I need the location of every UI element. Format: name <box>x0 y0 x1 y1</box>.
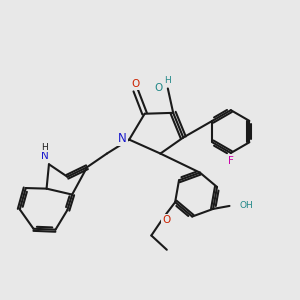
Text: N: N <box>118 132 127 145</box>
Text: O: O <box>155 83 163 93</box>
Text: OH: OH <box>240 201 253 210</box>
Text: F: F <box>228 156 234 166</box>
Text: H: H <box>164 76 171 85</box>
Text: O: O <box>162 215 170 225</box>
Text: N: N <box>40 151 48 161</box>
Text: H: H <box>41 142 48 152</box>
Text: O: O <box>132 79 140 89</box>
